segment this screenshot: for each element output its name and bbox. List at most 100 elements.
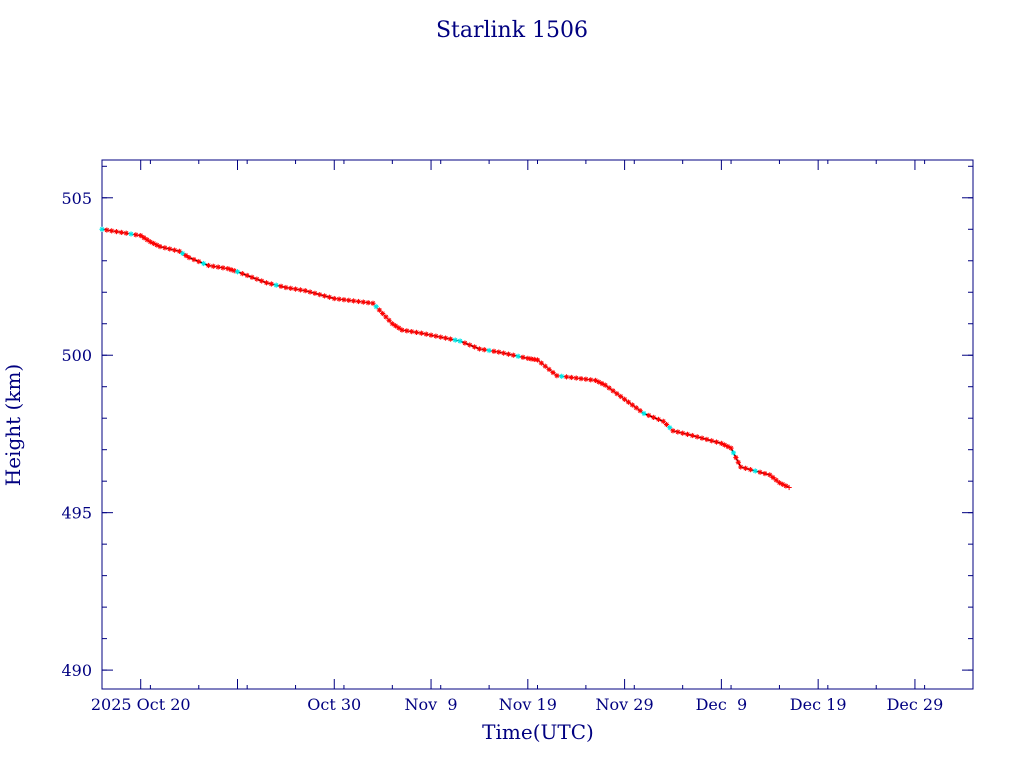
data-point <box>373 304 379 310</box>
data-point <box>409 329 415 335</box>
data-point <box>383 314 389 320</box>
data-point <box>331 295 337 302</box>
data-point <box>162 245 168 251</box>
data-point <box>629 402 635 408</box>
data-point <box>610 388 616 394</box>
y-axis-label: Height (km) <box>1 364 25 486</box>
data-point <box>675 429 681 435</box>
data-point <box>399 327 405 333</box>
data-point <box>201 260 207 267</box>
data-point <box>183 252 189 259</box>
data-point <box>667 425 673 431</box>
data-point <box>528 356 534 362</box>
x-axis-label: Time(UTC) <box>482 720 594 744</box>
data-point <box>709 438 715 444</box>
data-point <box>546 366 552 372</box>
data-point <box>531 356 537 363</box>
data-point <box>292 286 299 292</box>
data-point <box>694 434 700 440</box>
data-point <box>341 297 347 303</box>
data-point <box>457 338 463 344</box>
data-point <box>220 265 226 271</box>
data-point <box>210 263 216 269</box>
y-tick-label: 505 <box>61 189 92 208</box>
data-point <box>104 227 110 233</box>
data-point <box>704 436 710 443</box>
data-point <box>317 292 323 298</box>
data-point <box>699 435 705 441</box>
data-point <box>663 421 670 428</box>
data-point <box>568 374 574 381</box>
data-point <box>486 347 492 354</box>
data-point <box>244 272 250 279</box>
x-tick-label: Dec 19 <box>790 695 847 714</box>
data-point <box>234 269 241 275</box>
data-point <box>442 335 449 341</box>
data-point <box>770 474 776 481</box>
data-point <box>757 469 763 475</box>
data-point <box>573 375 579 381</box>
data-point <box>171 247 178 253</box>
data-point <box>618 393 624 400</box>
data-point <box>413 329 420 335</box>
data-point <box>515 353 521 359</box>
data-point <box>467 342 473 348</box>
data-point <box>660 418 666 424</box>
data-point <box>614 391 620 397</box>
data-point <box>491 348 497 354</box>
data-point <box>646 412 652 419</box>
data-point <box>550 369 556 376</box>
data-point <box>496 349 502 355</box>
data-point <box>578 376 584 382</box>
x-tick-label: Dec 9 <box>696 695 748 714</box>
data-point <box>637 408 643 414</box>
data-point <box>326 294 333 300</box>
data-point <box>423 331 429 337</box>
data-point <box>167 246 173 252</box>
data-point <box>505 351 512 357</box>
y-tick-label: 500 <box>61 346 92 365</box>
data-point <box>297 287 303 293</box>
data-point <box>520 354 526 360</box>
x-tick-label: Nov 19 <box>499 695 557 714</box>
series-layer <box>99 226 792 491</box>
data-point <box>283 284 289 291</box>
x-tick-label: Dec 29 <box>887 695 944 714</box>
data-point <box>254 276 260 282</box>
data-point <box>336 296 342 302</box>
data-point <box>602 382 608 388</box>
data-point <box>554 373 560 379</box>
data-point <box>278 283 284 289</box>
data-point <box>733 454 739 461</box>
data-point <box>128 231 134 237</box>
data-point <box>288 285 294 291</box>
data-point <box>583 376 589 382</box>
data-point <box>655 416 662 422</box>
data-point <box>588 377 594 383</box>
data-point <box>433 333 439 339</box>
data-point <box>752 468 758 474</box>
data-point <box>249 274 255 280</box>
data-point <box>670 428 676 434</box>
data-point <box>447 336 453 342</box>
data-point <box>157 243 163 250</box>
data-point <box>684 431 691 437</box>
data-point <box>312 290 318 296</box>
data-point <box>346 297 352 303</box>
data-point <box>559 373 565 379</box>
data-point <box>738 464 744 470</box>
data-point <box>109 228 115 234</box>
data-point <box>239 271 245 277</box>
data-point <box>510 352 516 358</box>
x-tick-label: Nov 9 <box>405 695 458 714</box>
data-point <box>386 317 392 323</box>
data-point <box>730 450 737 456</box>
data-point <box>542 363 548 369</box>
data-point <box>133 232 139 238</box>
data-point <box>404 328 410 334</box>
data-point <box>462 340 468 346</box>
data-point <box>689 432 695 439</box>
data-point <box>268 281 274 287</box>
x-tick-label: 2025 Oct 20 <box>91 695 191 714</box>
